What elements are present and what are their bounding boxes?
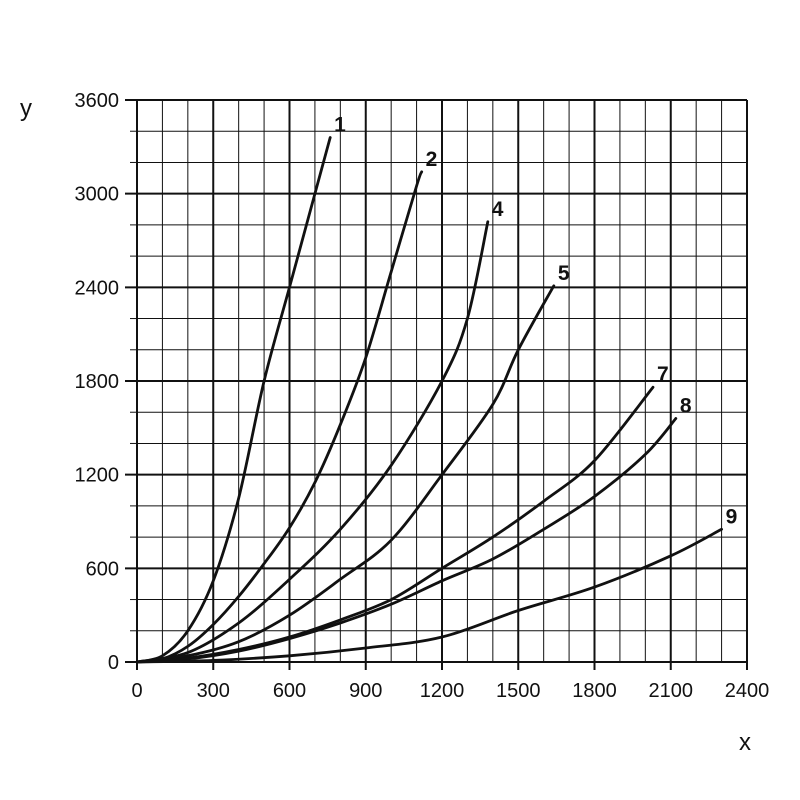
y-tick-label: 1800 [75,371,120,393]
x-tick-label: 2400 [725,680,770,702]
series-labels: 1 2 4 5 78 9 [334,113,737,528]
series-line-1 [135,136,332,664]
series-line-5 [135,284,556,664]
series-label-5: 5 [558,262,570,285]
x-tick-label: 1200 [420,680,465,702]
tick-labels: 0 300 600 900 1200 1500 1800 2100 24000600120018… [75,90,770,702]
y-tick-label: 2400 [75,277,120,299]
x-tick-label: 1800 [572,680,617,702]
series-line-9 [135,527,723,664]
series-line-8 [135,417,678,664]
series-lines [135,136,723,664]
x-tick-label: 900 [349,680,382,702]
series-line-7 [135,385,655,664]
x-tick-label: 0 [131,680,142,702]
series-label-7: 7 [657,363,669,386]
x-tick-label: 1500 [496,680,541,702]
x-tick-label: 600 [273,680,306,702]
y-tick-label: 1200 [75,465,120,487]
series-label-1: 1 [334,113,346,136]
series-label-2: 2 [426,148,438,171]
series-line-2 [135,170,424,664]
series-line-4 [135,220,490,664]
major-gridlines [125,99,748,670]
x-tick-label: 2100 [649,680,694,702]
y-tick-label: 3600 [75,90,120,112]
y-tick-label: 600 [86,558,119,580]
series-label-4: 4 [492,198,504,221]
x-axis-title: x [739,729,751,756]
x-tick-label: 300 [197,680,230,702]
y-tick-label: 0 [108,652,119,674]
series-label-8: 8 [680,394,692,417]
y-tick-label: 3000 [75,184,120,206]
y-axis-title: y [20,95,32,122]
series-label-9: 9 [726,505,738,528]
